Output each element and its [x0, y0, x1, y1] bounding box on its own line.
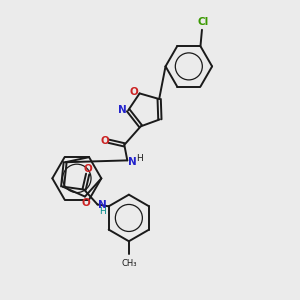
Text: CH₃: CH₃	[122, 259, 137, 268]
Text: O: O	[81, 197, 90, 208]
Text: O: O	[130, 87, 139, 97]
Text: H: H	[99, 207, 106, 216]
Text: N: N	[128, 157, 137, 167]
Text: Cl: Cl	[197, 17, 208, 27]
Text: N: N	[98, 200, 107, 209]
Text: N: N	[118, 105, 127, 115]
Text: O: O	[100, 136, 109, 146]
Text: O: O	[84, 164, 93, 174]
Text: H: H	[136, 154, 143, 164]
